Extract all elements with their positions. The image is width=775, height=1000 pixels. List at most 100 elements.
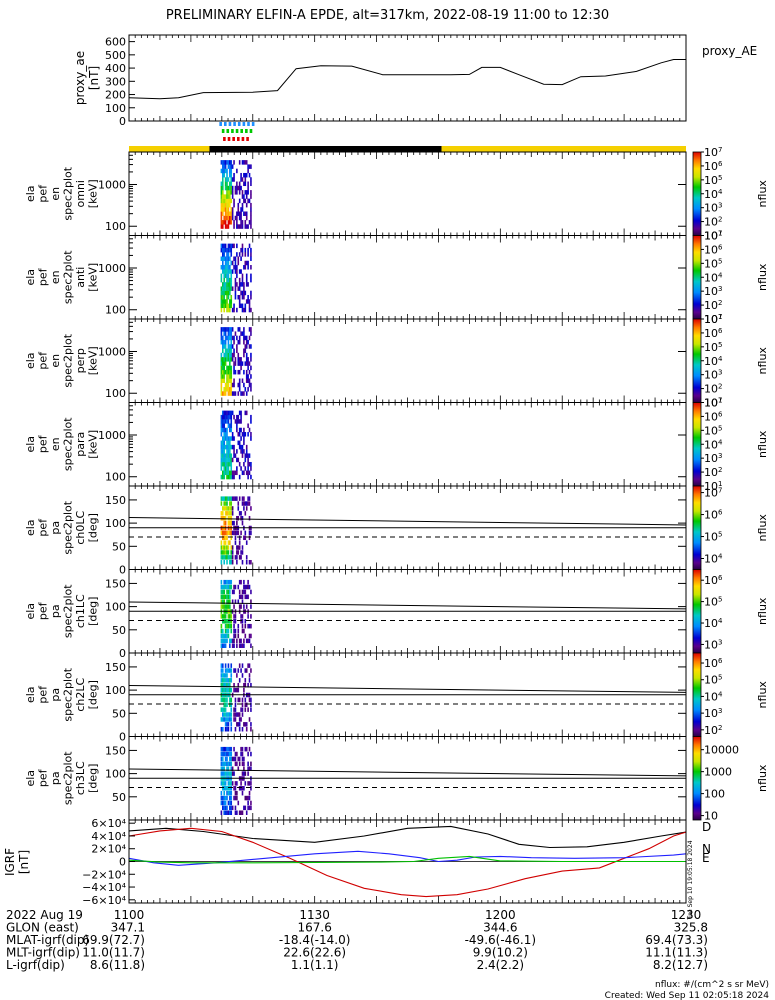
science-phase-marker-2 bbox=[241, 137, 245, 141]
spectrogram-bin bbox=[247, 378, 249, 383]
spectrogram-bin bbox=[227, 198, 230, 204]
spectrogram-bin bbox=[238, 511, 241, 516]
spectrogram-bin bbox=[222, 224, 224, 229]
orbit-info-value: 69.4(73.3) bbox=[645, 933, 708, 947]
spectrogram-bin bbox=[226, 559, 228, 565]
spectrogram-bin bbox=[222, 185, 224, 191]
spectrogram-bin bbox=[244, 589, 247, 595]
spectrogram-bin bbox=[222, 194, 224, 199]
spectrogram-bin bbox=[245, 702, 248, 708]
spectrogram-bin bbox=[226, 369, 228, 375]
spectrogram-bin bbox=[229, 810, 231, 815]
spectrogram-bin bbox=[226, 766, 228, 771]
spectrogram-bin bbox=[248, 461, 251, 467]
spectrogram-bin bbox=[234, 614, 237, 619]
spectrogram-bin bbox=[227, 786, 230, 791]
science-phase-marker-0 bbox=[242, 122, 246, 126]
spectrogram-bin bbox=[223, 474, 226, 480]
spectrogram-bin bbox=[223, 466, 226, 471]
igrf-component-label: N bbox=[702, 842, 711, 856]
spectrogram-bin bbox=[222, 550, 224, 555]
spectrogram-bin bbox=[229, 331, 231, 336]
spectrogram-bin bbox=[230, 781, 233, 786]
spectrogram-bin bbox=[226, 294, 228, 300]
spectrogram-bin bbox=[224, 786, 227, 791]
spectrogram-bin bbox=[244, 247, 247, 253]
spectrogram-bin bbox=[231, 470, 234, 476]
spectrogram-bin bbox=[222, 303, 224, 309]
spectrogram-bin bbox=[230, 638, 233, 644]
science-phase-marker-2 bbox=[227, 137, 231, 141]
spectrogram-bin bbox=[241, 243, 244, 249]
spectrogram-bin bbox=[240, 211, 242, 216]
spectrogram-bin bbox=[226, 273, 228, 279]
spectrogram-bin bbox=[222, 207, 224, 212]
spectrogram-bin bbox=[230, 712, 233, 717]
spectrogram-bin bbox=[230, 391, 233, 396]
spectrogram-ylabel-line: en bbox=[49, 437, 62, 451]
spectrogram-bin bbox=[248, 243, 251, 249]
spectrogram-bin bbox=[223, 746, 226, 752]
spectrogram-ylabel-line: pef bbox=[37, 518, 50, 537]
spectrogram-bin bbox=[245, 273, 248, 279]
spectrogram-bin bbox=[227, 520, 230, 526]
spectrogram-bin bbox=[240, 207, 242, 212]
spectrogram-bin bbox=[237, 515, 240, 521]
colorbar bbox=[692, 151, 702, 236]
spectrogram-bin bbox=[243, 327, 245, 332]
spectrogram-bin bbox=[238, 327, 241, 332]
spectrogram-bin bbox=[229, 374, 231, 379]
igrf-series-total bbox=[128, 825, 687, 849]
spectrogram-bin bbox=[237, 766, 240, 771]
spectrogram-bin bbox=[231, 164, 234, 169]
spectrogram-bin bbox=[229, 555, 231, 560]
spectrogram-bin bbox=[230, 461, 233, 467]
spectrogram-bin bbox=[223, 427, 226, 433]
spectrogram-ylabel-line: perp bbox=[74, 348, 87, 373]
spectrogram-bin bbox=[226, 335, 228, 341]
spectrogram-bin bbox=[236, 457, 238, 463]
spectrogram-bin bbox=[227, 348, 230, 354]
spectrogram-bin bbox=[222, 423, 224, 428]
spectrogram-bin bbox=[222, 160, 224, 165]
spectrogram-bin bbox=[238, 638, 241, 644]
spectrogram-bin bbox=[227, 530, 230, 536]
spectrogram-bin bbox=[226, 461, 228, 467]
colorbar-tick-label: 101 bbox=[704, 313, 722, 326]
spectrogram-bin bbox=[238, 361, 241, 366]
science-phase-marker-2 bbox=[232, 137, 235, 141]
spectrogram-bin bbox=[231, 344, 234, 349]
spectrogram-bin bbox=[226, 168, 228, 174]
spectrogram-bin bbox=[238, 461, 241, 467]
colorbar-tick-label: 106 bbox=[704, 509, 723, 522]
spectrogram-bin bbox=[230, 339, 233, 345]
spectrogram-bin bbox=[237, 382, 240, 388]
spectrogram-bin bbox=[233, 687, 235, 693]
spectrogram-bin bbox=[244, 702, 247, 708]
spectrogram-bin bbox=[250, 265, 252, 270]
spectrogram-bin bbox=[229, 506, 231, 511]
spectrogram-bin bbox=[233, 303, 235, 309]
spectrogram-bin bbox=[222, 474, 224, 480]
spectrogram-bin bbox=[230, 177, 233, 182]
spectrogram-bin bbox=[222, 589, 224, 595]
spectrogram-bin bbox=[234, 712, 237, 717]
spectrogram-bin bbox=[224, 382, 227, 388]
spectrogram-bin bbox=[236, 220, 238, 225]
spectrogram-bin bbox=[247, 501, 249, 506]
spectrogram-bin bbox=[227, 594, 230, 600]
spectrogram-bin bbox=[230, 697, 233, 703]
spectrogram-bin bbox=[223, 243, 226, 249]
spectrogram-bin bbox=[244, 594, 247, 600]
spectrogram-y-tick-label: 100 bbox=[105, 768, 126, 781]
spectrogram-bin bbox=[229, 185, 231, 191]
spectrogram-bin bbox=[229, 781, 231, 786]
spectrogram-bin bbox=[236, 722, 238, 727]
spectrogram-bin bbox=[220, 810, 223, 815]
spectrogram-bin bbox=[229, 712, 231, 717]
spectrogram-bin bbox=[238, 761, 241, 767]
spectrogram-bin bbox=[220, 303, 223, 309]
spectrogram-bin bbox=[234, 185, 237, 191]
spectrogram-bin bbox=[222, 555, 224, 560]
spectrogram-bin bbox=[240, 215, 242, 221]
